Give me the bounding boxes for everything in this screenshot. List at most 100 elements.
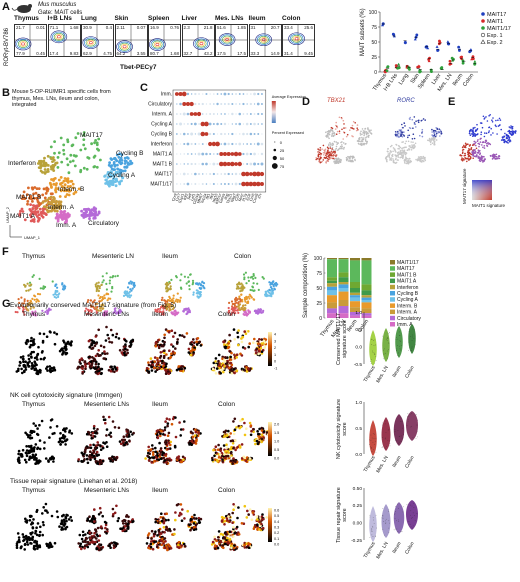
expr-dot: [198, 123, 200, 125]
umap-cell: [67, 171, 71, 175]
expr-dot: [226, 152, 231, 156]
a-tissue-label: Ileum: [248, 15, 266, 22]
scale-label: 0.0: [274, 457, 279, 461]
umap-cell: [478, 145, 480, 148]
umap-cell: [40, 419, 44, 423]
expr-dot: [217, 113, 219, 115]
umap-cell: [333, 161, 336, 163]
umap-cell: [96, 302, 99, 305]
umap-cell: [214, 357, 218, 360]
legend-swatch: [390, 260, 395, 265]
umap-cell: [361, 139, 363, 142]
umap-cell: [173, 310, 176, 313]
umap-cell: [157, 430, 161, 434]
density-contour: [259, 37, 267, 43]
expr-dot: [227, 183, 230, 185]
umap-cell: [81, 372, 84, 375]
umap-cell: [119, 156, 123, 160]
umap-cell: [217, 443, 220, 447]
umap-cell: [103, 297, 106, 300]
umap-cell: [254, 442, 257, 446]
umap-cell: [38, 533, 41, 537]
umap-cell: [103, 350, 106, 353]
expr-dot: [183, 123, 185, 125]
umap-cell: [392, 153, 394, 156]
umap-cell: [440, 130, 442, 133]
umap-cell: [26, 299, 29, 302]
umap-cell: [48, 365, 52, 368]
umap-cell: [361, 128, 364, 130]
stacked-segment: [350, 288, 360, 293]
row-label: MAIT17: [154, 172, 172, 178]
expr-dot: [257, 162, 260, 166]
umap-cell: [162, 356, 166, 359]
umap-cell: [243, 330, 246, 333]
umap-cell: [329, 142, 331, 144]
umap-cell: [72, 154, 76, 157]
umap-cell: [48, 541, 52, 545]
y-tick-label: 50: [316, 286, 322, 292]
a-yaxis-label: RORγt-BV786: [4, 27, 10, 66]
umap-cell: [154, 341, 158, 345]
g-tissue-title: Mesenteric LNs: [84, 311, 130, 318]
umap-cell: [482, 115, 485, 118]
umap-cell: [97, 211, 101, 215]
umap-cell: [358, 137, 361, 139]
umap-cell: [351, 124, 354, 127]
expr-dot: [249, 123, 252, 125]
umap-cell: [345, 142, 347, 145]
violin-point: [399, 345, 400, 347]
expr-dot: [234, 182, 238, 186]
violin-point: [389, 445, 391, 447]
expr-dot: [183, 183, 186, 185]
umap-cell: [93, 517, 96, 521]
umap-cell: [116, 311, 119, 314]
umap-cell: [28, 284, 31, 287]
umap-cell: [264, 294, 267, 297]
stacked-segment: [361, 260, 372, 285]
expr-dot: [182, 112, 186, 116]
violin-point: [408, 330, 410, 332]
umap-cell: [332, 135, 335, 138]
umap-cell: [111, 367, 115, 371]
expr-dot: [235, 143, 237, 145]
umap-cell: [22, 360, 25, 363]
umap-cell: [30, 350, 34, 354]
umap-cell: [235, 287, 238, 290]
umap-cell: [321, 148, 323, 150]
umap-cell: [94, 335, 98, 338]
a-flow-density: [115, 25, 147, 56]
row-label: MAIT1 B: [153, 162, 173, 168]
expr-dot: [259, 182, 264, 186]
a-quadrant-value: 3.55: [136, 51, 146, 56]
violin-point: [370, 447, 372, 449]
umap-cell: [163, 299, 166, 302]
panel-label-f: F: [2, 246, 9, 258]
expr-dot: [187, 153, 189, 155]
umap-cell: [36, 432, 39, 436]
umap-cell: [401, 123, 403, 126]
umap-cell: [32, 547, 36, 550]
a-flow-plot: 71.1 1.68 17.4 9.83: [47, 24, 81, 57]
violin-point: [400, 435, 402, 437]
umap-cell: [191, 279, 195, 282]
umap-cell: [38, 195, 41, 199]
umap-cell: [60, 348, 64, 352]
stacked-segment: [361, 313, 372, 316]
umap-cell: [240, 293, 243, 296]
umap-cell: [131, 281, 134, 284]
legend-label: MAIT1: [487, 19, 503, 25]
umap-cell: [344, 127, 347, 129]
umap-cell: [361, 136, 363, 139]
stacked-segment: [338, 291, 349, 300]
umap-cell: [232, 368, 236, 371]
expr-dot: [242, 143, 245, 145]
cluster-label: Cycling B: [116, 150, 143, 157]
umap-cell: [391, 144, 393, 147]
umap-cell: [104, 178, 108, 182]
umap-cell: [407, 160, 410, 162]
umap-cell: [82, 131, 86, 134]
umap-cell: [92, 450, 96, 453]
umap-cell: [43, 168, 47, 171]
data-point: [427, 58, 431, 61]
